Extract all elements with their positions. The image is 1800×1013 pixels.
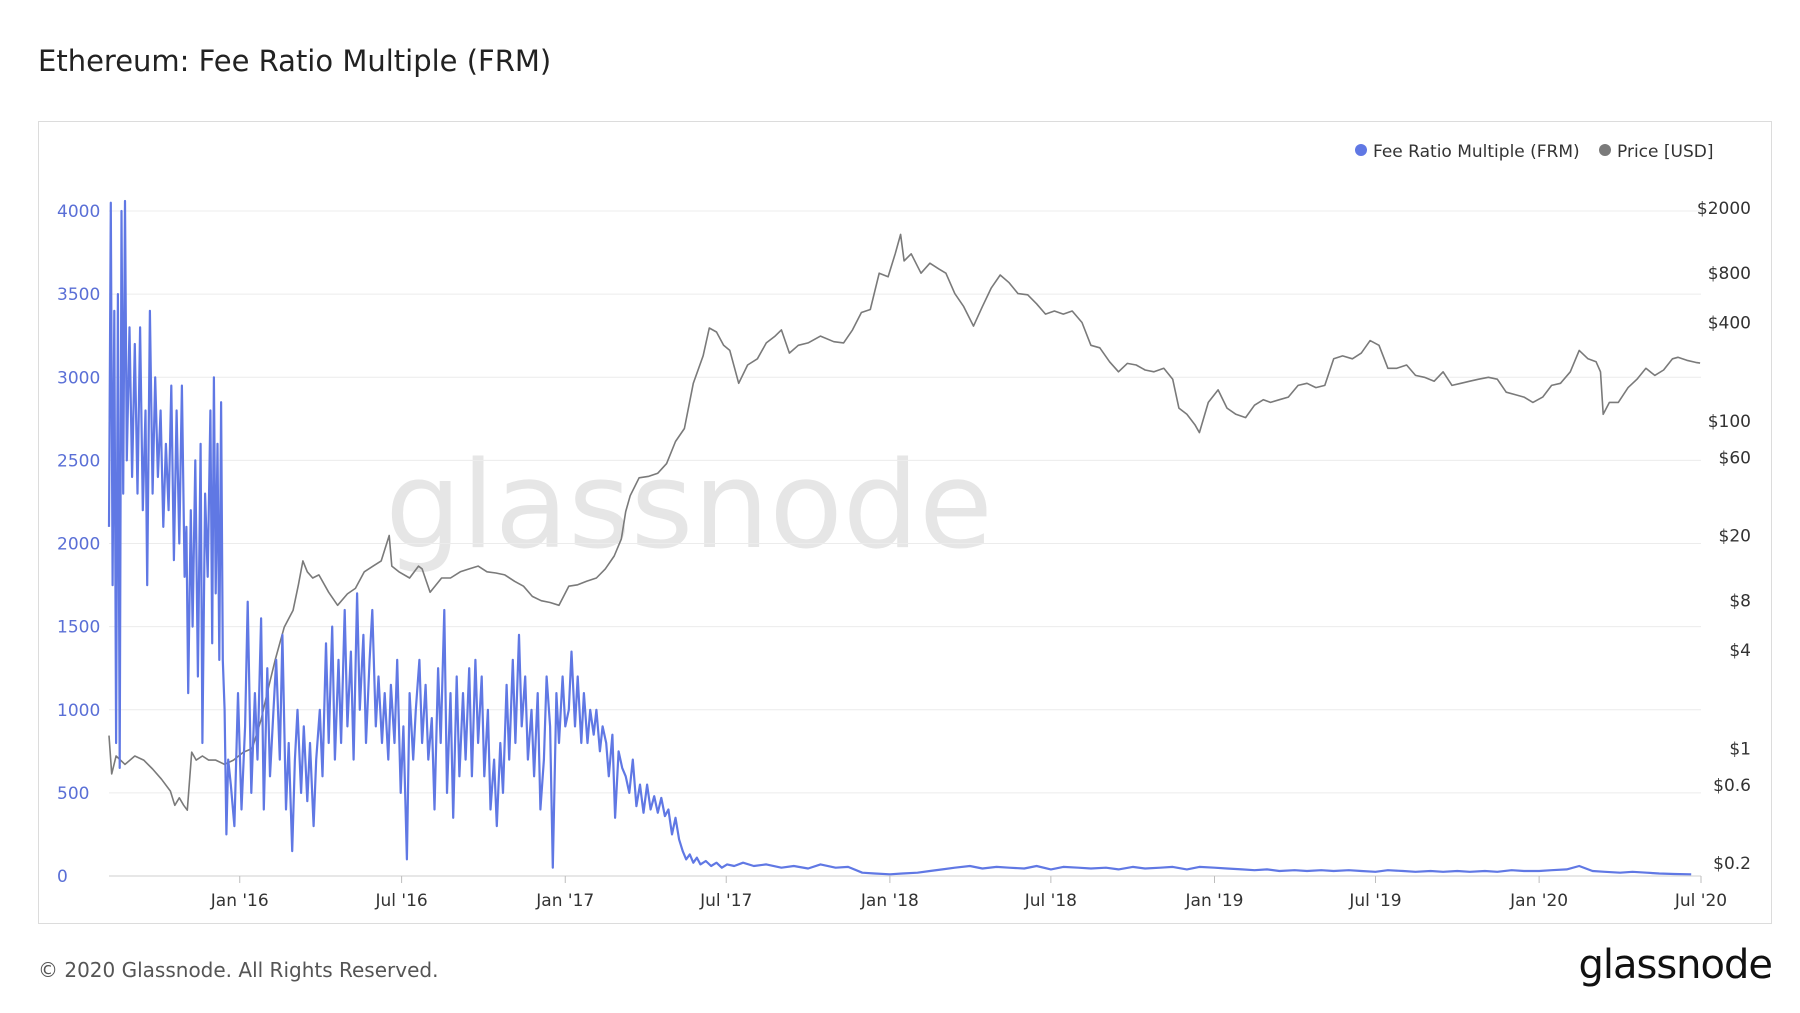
y-right-tick-label: $0.6 xyxy=(1713,776,1751,796)
y-right-tick-label: $1 xyxy=(1729,740,1751,760)
y-left-tick-label: 0 xyxy=(57,867,68,887)
brand-logo: glassnode xyxy=(1578,942,1773,988)
series-lines xyxy=(107,199,1701,876)
watermark: glassnode xyxy=(385,437,993,576)
y-right-tick-label: $400 xyxy=(1708,313,1751,333)
y-right-tick-label: $800 xyxy=(1708,264,1751,284)
y-left-tick-label: 4000 xyxy=(57,202,100,222)
y-right-tick-label: $2000 xyxy=(1697,199,1751,219)
x-tick-label: Jul '20 xyxy=(1674,891,1727,911)
y-right-tick-label: $4 xyxy=(1729,641,1751,661)
copyright-text: © 2020 Glassnode. All Rights Reserved. xyxy=(38,958,439,982)
x-tick-label: Jul '19 xyxy=(1348,891,1401,911)
series-line-frm xyxy=(107,199,1692,876)
x-tick-label: Jul '17 xyxy=(699,891,752,911)
y-left-tick-label: 1500 xyxy=(57,618,100,638)
page-title: Ethereum: Fee Ratio Multiple (FRM) xyxy=(38,44,552,78)
y-left-tick-label: 3500 xyxy=(57,285,100,305)
y-right-tick-label: $8 xyxy=(1729,592,1751,612)
x-tick-label: Jan '19 xyxy=(1185,891,1244,911)
y-axis-right: $0.2 $0.6 $1 $4 $8 $20 $60 $100 $400 $800 $2000 xyxy=(1697,199,1751,874)
x-tick-label: Jan '16 xyxy=(210,891,269,911)
y-right-tick-label: $100 xyxy=(1708,412,1751,432)
y-left-tick-label: 500 xyxy=(57,784,89,804)
series-line-price xyxy=(108,233,1701,811)
y-left-tick-label: 2500 xyxy=(57,451,100,471)
y-left-tick-label: 2000 xyxy=(57,535,100,555)
y-right-tick-label: $60 xyxy=(1719,448,1751,468)
x-tick-label: Jan '18 xyxy=(860,891,919,911)
chart-panel: glassnode 0 500 1000 1500 2000 2500 3000 3500 40… xyxy=(38,121,1772,924)
legend-swatch-frm xyxy=(1355,144,1367,156)
legend: Fee Ratio Multiple (FRM) Price [USD] xyxy=(1355,142,1713,162)
y-axis-left: 0 500 1000 1500 2000 2500 3000 3500 4000 xyxy=(57,202,100,887)
grid-lines xyxy=(109,210,1701,877)
chart-canvas: glassnode 0 500 1000 1500 2000 2500 3000 3500 40… xyxy=(57,142,1751,911)
x-axis: Jan '16 Jul '16 Jan '17 Jul '17 Jan '18 Jul '… xyxy=(109,875,1727,911)
y-right-tick-label: $20 xyxy=(1719,527,1751,547)
x-tick-label: Jul '18 xyxy=(1024,891,1077,911)
x-tick-label: Jan '17 xyxy=(535,891,594,911)
legend-label-frm[interactable]: Fee Ratio Multiple (FRM) xyxy=(1373,142,1580,162)
x-tick-label: Jul '16 xyxy=(374,891,427,911)
legend-swatch-price xyxy=(1599,144,1611,156)
y-left-tick-label: 3000 xyxy=(57,368,100,388)
y-right-tick-label: $0.2 xyxy=(1713,854,1751,874)
legend-label-price[interactable]: Price [USD] xyxy=(1617,142,1713,162)
y-left-tick-label: 1000 xyxy=(57,701,100,721)
x-tick-label: Jan '20 xyxy=(1509,891,1568,911)
